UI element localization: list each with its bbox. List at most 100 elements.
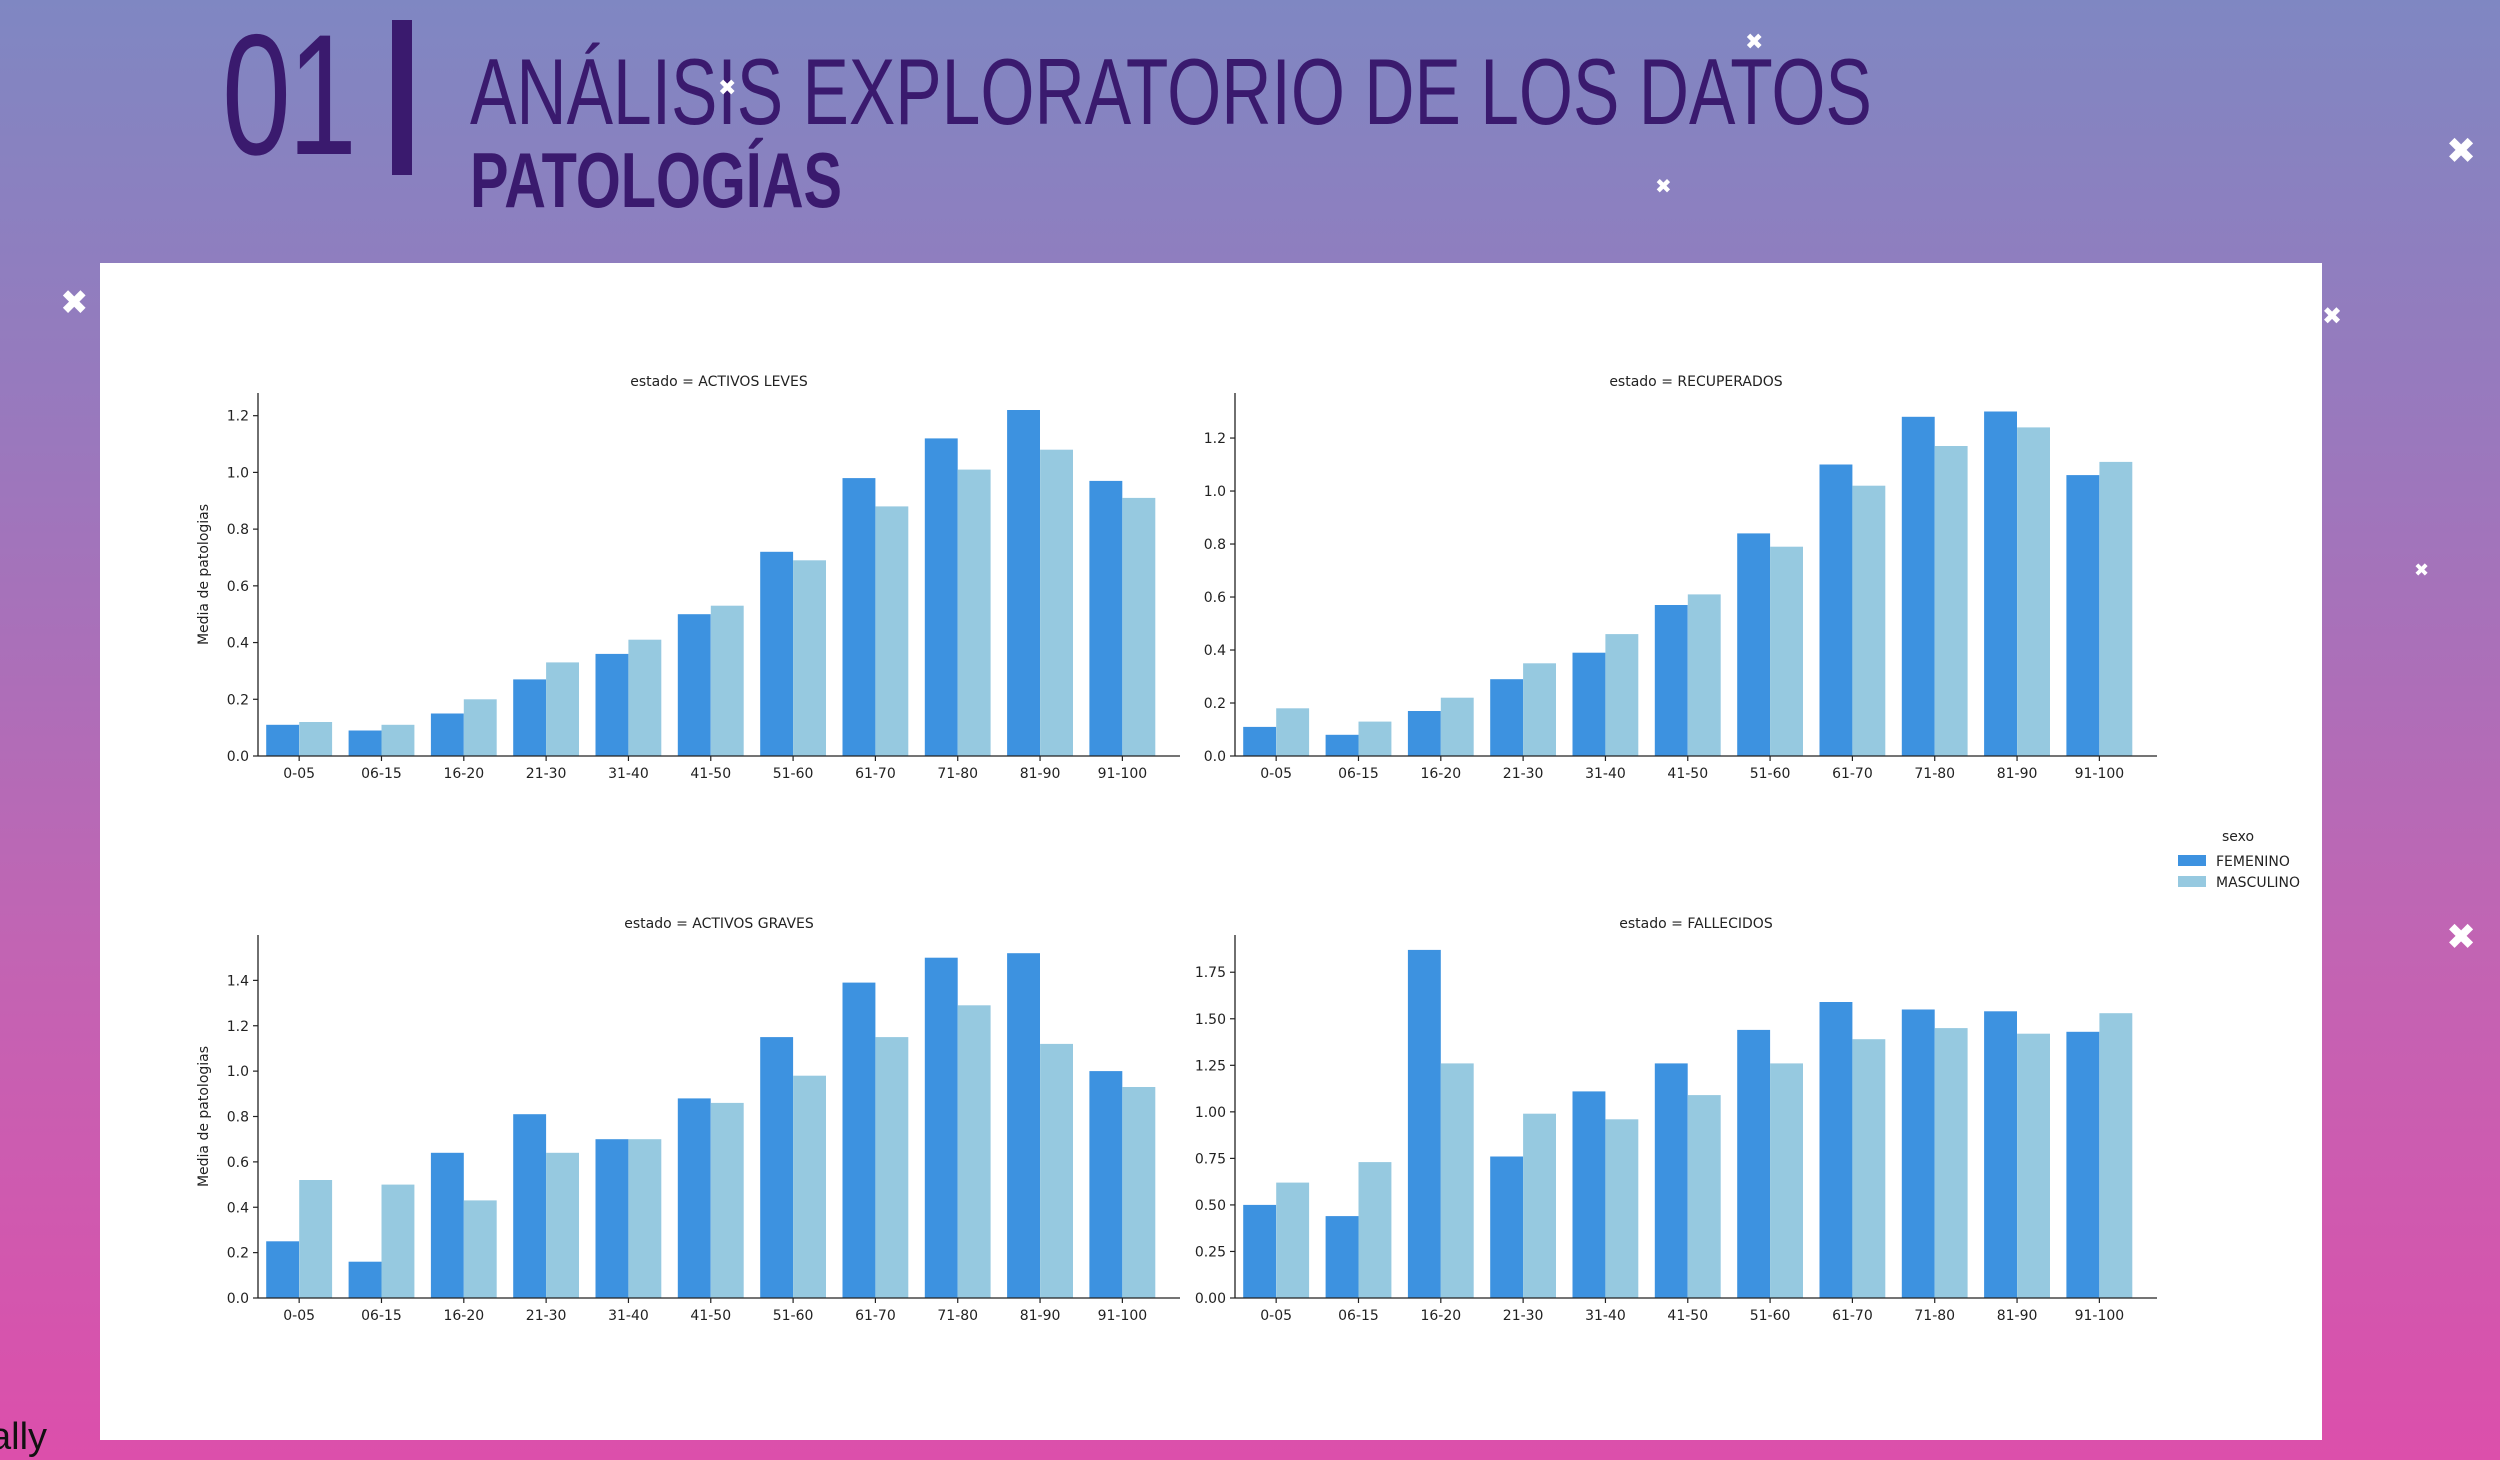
bar-femenino bbox=[1737, 1029, 1771, 1298]
chart-title: estado = RECUPERADOS bbox=[1609, 374, 1782, 390]
bar-masculino bbox=[1687, 594, 1721, 756]
bar-femenino bbox=[348, 730, 382, 756]
bar-femenino bbox=[513, 679, 547, 756]
y-tick-label: 0.6 bbox=[227, 579, 249, 595]
bar-femenino bbox=[430, 1152, 464, 1298]
x-tick-label: 31-40 bbox=[608, 1308, 649, 1324]
y-tick-label: 0.00 bbox=[1195, 1291, 1226, 1307]
corner-text: ally bbox=[0, 1416, 48, 1458]
bar-masculino bbox=[1605, 634, 1639, 756]
bar-femenino bbox=[842, 982, 876, 1298]
bar-femenino bbox=[595, 653, 629, 756]
x-tick-label: 51-60 bbox=[773, 766, 814, 782]
sparkle-icon: ✖ bbox=[1745, 30, 1764, 55]
x-tick-label: 0-05 bbox=[283, 1308, 315, 1324]
bar-femenino bbox=[1089, 480, 1123, 756]
legend-label: MASCULINO bbox=[2216, 875, 2300, 891]
y-tick-label: 0.2 bbox=[227, 1246, 249, 1262]
bar-masculino bbox=[875, 506, 909, 756]
bar-femenino bbox=[1819, 1002, 1853, 1298]
y-tick-label: 0.75 bbox=[1195, 1151, 1226, 1167]
bar-femenino bbox=[1007, 410, 1040, 756]
x-tick-label: 81-90 bbox=[1020, 1308, 1061, 1324]
bar-femenino bbox=[595, 1139, 629, 1298]
x-tick-label: 0-05 bbox=[1260, 766, 1292, 782]
x-tick-label: 16-20 bbox=[443, 1308, 484, 1324]
x-tick-label: 91-100 bbox=[2075, 766, 2125, 782]
bar-femenino bbox=[1089, 1071, 1123, 1298]
sparkle-icon: ✖ bbox=[718, 76, 737, 101]
bar-femenino bbox=[2066, 475, 2100, 756]
y-tick-label: 0.2 bbox=[1204, 696, 1226, 712]
bar-masculino bbox=[1852, 1039, 1886, 1298]
bar-masculino bbox=[1358, 1162, 1392, 1298]
x-tick-label: 21-30 bbox=[1503, 766, 1544, 782]
bar-femenino bbox=[924, 957, 958, 1298]
y-tick-label: 1.50 bbox=[1195, 1012, 1226, 1028]
x-tick-label: 41-50 bbox=[690, 766, 731, 782]
x-tick-label: 06-15 bbox=[1338, 766, 1379, 782]
x-tick-label: 81-90 bbox=[1020, 766, 1061, 782]
x-tick-label: 61-70 bbox=[855, 766, 896, 782]
page-title: ANÁLISIS EXPLORATORIO DE LOS DATOS bbox=[470, 39, 1872, 144]
bar-femenino bbox=[1490, 1156, 1524, 1298]
page-subtitle: PATOLOGÍAS bbox=[470, 136, 843, 224]
chart-panel: estado = ACTIVOS LEVES 0.0 0.2 0.4 0.6 0.8 1.0… bbox=[100, 263, 2322, 1440]
y-tick-label: 0.0 bbox=[227, 749, 249, 765]
bar-femenino bbox=[1407, 711, 1441, 756]
bar-femenino bbox=[1325, 1216, 1359, 1298]
x-tick-label: 41-50 bbox=[1667, 1308, 1708, 1324]
bar-masculino bbox=[1276, 1182, 1310, 1298]
x-tick-label: 06-15 bbox=[361, 1308, 402, 1324]
bar-masculino bbox=[1040, 449, 1073, 756]
y-tick-label: 0.4 bbox=[227, 636, 249, 652]
x-tick-label: 06-15 bbox=[361, 766, 402, 782]
legend-label: FEMENINO bbox=[2216, 854, 2290, 870]
slide-number: 01 bbox=[222, 0, 357, 191]
bar-masculino bbox=[793, 1075, 826, 1298]
x-tick-label: 16-20 bbox=[1420, 1308, 1461, 1324]
x-tick-label: 71-80 bbox=[937, 766, 978, 782]
legend-swatch bbox=[2178, 855, 2206, 866]
bar-femenino bbox=[430, 713, 464, 756]
legend-title: sexo bbox=[2222, 829, 2254, 845]
bar-masculino bbox=[463, 699, 497, 756]
x-tick-label: 0-05 bbox=[1260, 1308, 1292, 1324]
legend-swatch bbox=[2178, 876, 2206, 887]
bar-masculino bbox=[1276, 708, 1310, 756]
bar-masculino bbox=[1040, 1043, 1073, 1298]
x-tick-label: 21-30 bbox=[526, 766, 567, 782]
x-tick-label: 06-15 bbox=[1338, 1308, 1379, 1324]
bar-femenino bbox=[1901, 1009, 1935, 1298]
bar-masculino bbox=[381, 1184, 415, 1298]
bar-masculino bbox=[546, 662, 579, 756]
sparkle-icon: ✖ bbox=[1655, 174, 1672, 198]
bar-femenino bbox=[1490, 679, 1524, 756]
x-tick-label: 61-70 bbox=[1832, 1308, 1873, 1324]
x-tick-label: 71-80 bbox=[1914, 1308, 1955, 1324]
y-tick-label: 0.0 bbox=[1204, 749, 1226, 765]
y-tick-label: 1.25 bbox=[1195, 1058, 1226, 1074]
bar-masculino bbox=[2099, 1013, 2133, 1298]
bar-masculino bbox=[1770, 1063, 1803, 1298]
title-divider bbox=[392, 20, 412, 175]
bar-masculino bbox=[1523, 1113, 1556, 1298]
sparkle-icon: ✖ bbox=[2414, 560, 2430, 581]
bar-masculino bbox=[957, 469, 991, 756]
sparkle-icon: ✖ bbox=[2322, 302, 2343, 330]
bar-femenino bbox=[760, 1037, 794, 1298]
bar-masculino bbox=[381, 724, 415, 756]
y-tick-label: 1.2 bbox=[1204, 431, 1226, 447]
y-axis-label: Media de patologias bbox=[196, 1046, 212, 1187]
x-tick-label: 31-40 bbox=[608, 766, 649, 782]
x-tick-label: 81-90 bbox=[1997, 766, 2038, 782]
y-tick-label: 0.6 bbox=[1204, 590, 1226, 606]
bar-masculino bbox=[875, 1037, 909, 1298]
x-tick-label: 71-80 bbox=[1914, 766, 1955, 782]
sparkle-icon: ✖ bbox=[60, 283, 89, 323]
bar-femenino bbox=[1819, 464, 1853, 756]
bar-masculino bbox=[299, 722, 333, 756]
bar-masculino bbox=[1122, 1087, 1156, 1298]
bar-femenino bbox=[677, 614, 711, 756]
x-tick-label: 0-05 bbox=[283, 766, 315, 782]
